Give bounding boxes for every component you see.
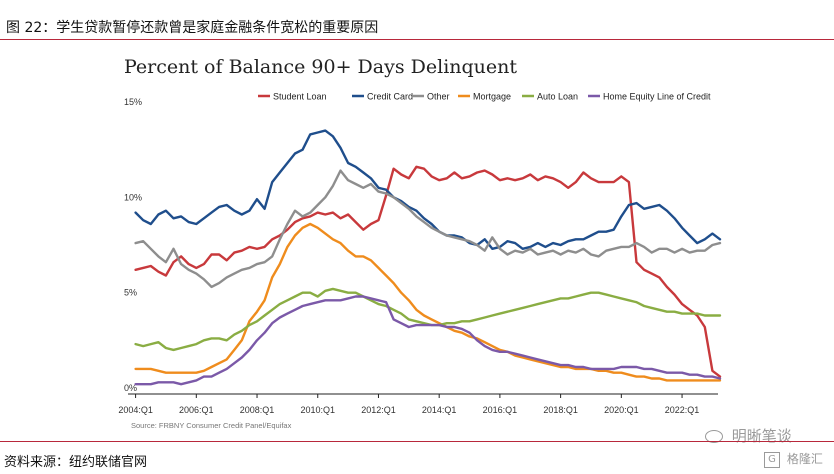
legend-label: Credit Card (367, 92, 413, 102)
x-tick-label: 2006:Q1 (179, 405, 214, 415)
x-tick-label: 2010:Q1 (300, 405, 335, 415)
series-line-student-loan (134, 165, 722, 378)
y-tick-label: 10% (124, 192, 142, 202)
legend-label: Home Equity Line of Credit (603, 92, 711, 102)
y-tick-label: 15% (124, 97, 142, 107)
series-line-auto-loan (134, 287, 722, 352)
x-tick-label: 2016:Q1 (483, 405, 518, 415)
legend-label: Mortgage (473, 92, 511, 102)
series-line-mortgage (134, 222, 722, 382)
x-tick-label: 2022:Q1 (665, 405, 700, 415)
watermark: 明晰笔谈 (705, 425, 792, 446)
figure-title: 图 22：学生贷款暂停还款曾是家庭金融条件宽松的重要原因 (6, 20, 379, 36)
x-tick-label: 2012:Q1 (361, 405, 396, 415)
legend-label: Other (427, 92, 450, 102)
series-line-other (134, 169, 722, 289)
y-tick-label: 0% (124, 383, 137, 393)
x-tick-label: 2014:Q1 (422, 405, 457, 415)
series-line-heloc (134, 295, 722, 386)
legend-label: Auto Loan (537, 92, 578, 102)
series-line-credit-card (134, 129, 722, 251)
x-tick-label: 2020:Q1 (604, 405, 639, 415)
bottom-rule (0, 441, 834, 442)
logo-mark-icon: G (764, 451, 780, 468)
wechat-icon (705, 430, 723, 443)
top-rule (0, 39, 834, 40)
legend-label: Student Loan (273, 92, 327, 102)
chart-source-text: Source: FRBNY Consumer Credit Panel/Equi… (131, 421, 292, 430)
x-tick-label: 2004:Q1 (118, 405, 153, 415)
logo-text: 格隆汇 (786, 452, 823, 466)
x-tick-label: 2018:Q1 (543, 405, 578, 415)
x-tick-label: 2008:Q1 (240, 405, 275, 415)
chart-title: Percent of Balance 90+ Days Delinquent (124, 56, 518, 78)
y-tick-label: 5% (124, 288, 137, 298)
watermark-text: 明晰笔谈 (731, 427, 792, 445)
logo: G 格隆汇 (764, 450, 823, 468)
source-note: 资料来源：纽约联储官网 (4, 455, 148, 470)
